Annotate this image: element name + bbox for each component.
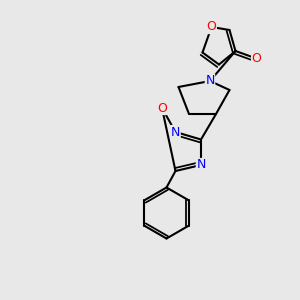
Text: N: N bbox=[205, 74, 215, 88]
Text: N: N bbox=[196, 158, 206, 172]
Text: N: N bbox=[171, 125, 180, 139]
Text: O: O bbox=[157, 101, 167, 115]
Text: O: O bbox=[207, 20, 216, 34]
Text: O: O bbox=[252, 52, 261, 65]
